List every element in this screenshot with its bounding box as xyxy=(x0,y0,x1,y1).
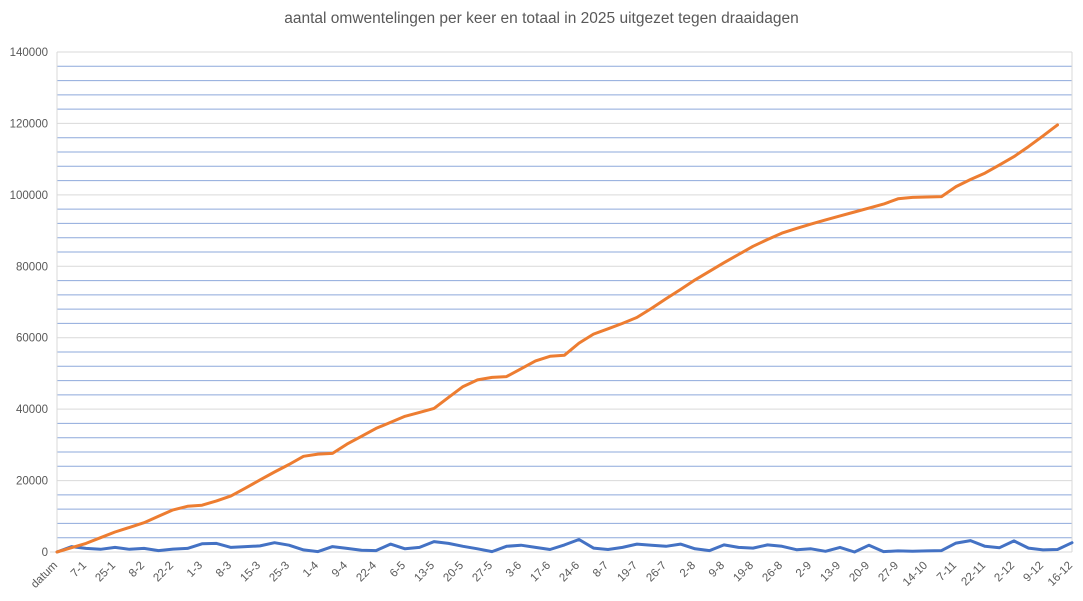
y-tick-label: 20000 xyxy=(16,476,48,488)
x-tick-label: 27-9 xyxy=(876,560,901,585)
x-tick-label: 22-4 xyxy=(354,559,379,584)
x-tick-label: 2-8 xyxy=(678,560,698,580)
x-tick-label: 17-6 xyxy=(528,560,553,585)
x-tick-label: 15-3 xyxy=(238,560,263,585)
x-tick-label: 26-8 xyxy=(760,560,785,585)
y-tick-label: 100000 xyxy=(10,190,48,202)
x-tick-label: 7-1 xyxy=(69,560,89,580)
x-tick-label: 3-6 xyxy=(504,560,524,580)
x-tick-label: 9-8 xyxy=(707,560,727,580)
x-tick-label: 22-2 xyxy=(151,560,176,585)
y-tick-label: 120000 xyxy=(10,118,48,130)
x-tick-label: 8-7 xyxy=(591,560,611,580)
x-tick-label: 8-2 xyxy=(127,560,147,580)
x-tick-label: 20-5 xyxy=(441,560,466,585)
minor-gridlines xyxy=(57,65,1072,539)
x-tick-label: datum xyxy=(29,560,60,591)
series-per-keer-line xyxy=(55,538,1074,554)
x-tick-label: 26-7 xyxy=(644,560,669,585)
x-axis-tick-labels: datum 7-1 25-1 8-2 22-2 1-3 8-3 15-3 25-3 1-4 9-4 2… xyxy=(29,559,1075,591)
x-tick-label: 13-9 xyxy=(818,560,843,585)
x-tick-label: 19-7 xyxy=(615,560,640,585)
x-tick-label: 8-3 xyxy=(214,560,234,580)
major-gridlines xyxy=(50,51,1072,553)
y-axis-tick-labels: 0 20000 40000 60000 80000 100000 120000 140000 xyxy=(10,47,48,559)
chart-title: aantal omwentelingen per keer en totaal … xyxy=(284,10,799,27)
x-tick-label: 25-1 xyxy=(93,560,118,585)
x-tick-label: 25-3 xyxy=(267,560,292,585)
series-totaal-line xyxy=(55,123,1059,554)
x-tick-label: 14-10 xyxy=(901,560,930,589)
y-tick-label: 140000 xyxy=(10,47,48,59)
x-tick-label: 9-4 xyxy=(330,559,351,580)
x-tick-label: 2-9 xyxy=(794,560,814,580)
y-tick-label: 0 xyxy=(42,547,48,559)
y-tick-label: 80000 xyxy=(16,261,48,273)
x-tick-label: 9-12 xyxy=(1021,560,1046,585)
x-tick-label: 19-8 xyxy=(731,560,756,585)
x-tick-label: 1-4 xyxy=(301,559,322,580)
x-tick-label: 6-5 xyxy=(388,560,408,580)
x-tick-label: 7-11 xyxy=(935,560,959,584)
x-tick-label: 2-12 xyxy=(992,560,1017,585)
y-tick-label: 60000 xyxy=(16,333,48,345)
x-tick-label: 20-9 xyxy=(847,560,872,585)
x-tick-label: 24-6 xyxy=(557,560,582,585)
x-tick-label: 1-3 xyxy=(185,560,205,580)
x-tick-label: 22-11 xyxy=(959,560,988,589)
y-tick-label: 40000 xyxy=(16,404,48,416)
x-tick-label: 16-12 xyxy=(1046,560,1075,589)
x-tick-label: 27-5 xyxy=(470,560,495,585)
x-tick-label: 13-5 xyxy=(412,560,437,585)
